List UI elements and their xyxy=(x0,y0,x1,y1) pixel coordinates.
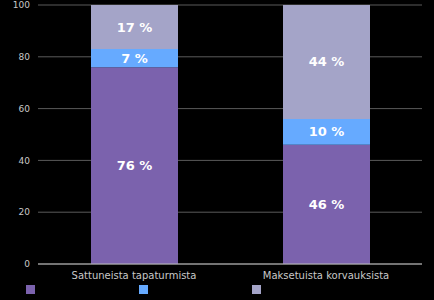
svg-text:80: 80 xyxy=(19,52,31,62)
svg-text:20: 20 xyxy=(19,207,31,217)
svg-text:17 %: 17 % xyxy=(117,20,153,35)
svg-text:Sattuneista tapaturmista: Sattuneista tapaturmista xyxy=(72,270,197,281)
svg-text:0: 0 xyxy=(24,259,30,269)
svg-text:Maksetuista korvauksista: Maksetuista korvauksista xyxy=(263,270,389,281)
svg-text:76 %: 76 % xyxy=(117,158,153,173)
svg-text:60: 60 xyxy=(19,104,31,114)
svg-text:100: 100 xyxy=(13,0,30,10)
svg-text:10 %: 10 % xyxy=(309,124,345,139)
svg-text:40: 40 xyxy=(19,156,31,166)
svg-text:44 %: 44 % xyxy=(309,54,345,69)
svg-text:46 %: 46 % xyxy=(309,197,345,212)
svg-text:7 %: 7 % xyxy=(121,51,148,66)
